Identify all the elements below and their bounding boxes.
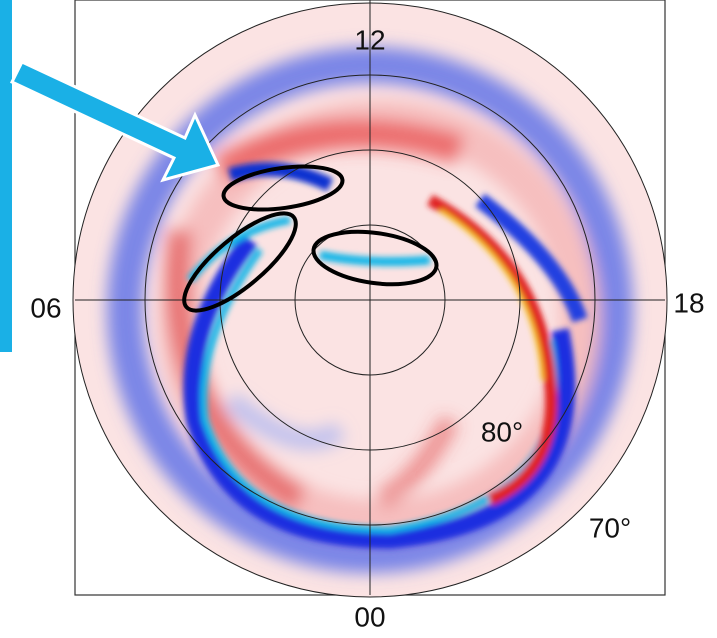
label-00: 00 (354, 601, 385, 632)
label-06: 06 (30, 292, 61, 323)
label-70: 70° (589, 512, 631, 543)
page: 12 06 18 00 80° 70° (0, 0, 717, 638)
polar-figure: 12 06 18 00 80° 70° (0, 0, 717, 638)
label-18: 18 (673, 287, 704, 318)
label-12: 12 (354, 24, 385, 55)
side-bar (0, 0, 12, 352)
label-80: 80° (481, 416, 523, 447)
